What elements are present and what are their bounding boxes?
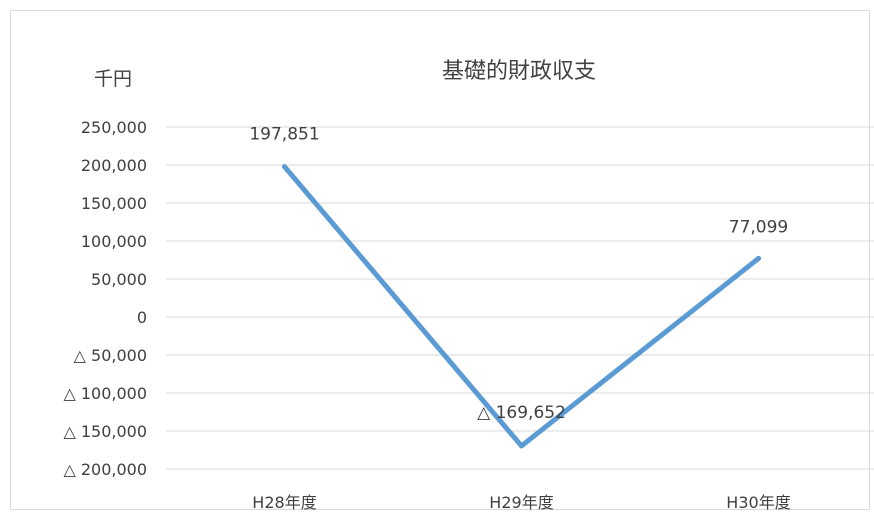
y-tick-label: △ 50,000 [74,346,147,365]
y-tick-label: 250,000 [81,118,147,137]
data-labels: 197,851 △ 169,652 77,099 [249,125,788,423]
y-tick-label: △ 100,000 [63,384,147,403]
line-chart: 基礎的財政収支 千円 250,000 200,000 150,000 100,000 5… [63,59,874,512]
data-label: △ 169,652 [477,403,566,423]
y-tick-label: 200,000 [81,156,147,175]
series-group [282,164,761,449]
chart-container: 基礎的財政収支 千円 250,000 200,000 150,000 100,000 5… [10,10,874,512]
y-tick-label: △ 150,000 [63,422,147,441]
data-point [756,255,761,261]
y-tick-label: 150,000 [81,194,147,213]
x-tick-label: H29年度 [489,493,553,512]
y-tick-label: 100,000 [81,232,147,251]
y-tick-label: 0 [137,308,147,327]
y-tick-label: △ 200,000 [63,460,147,479]
x-axis-ticks: H28年度 H29年度 H30年度 [252,493,790,512]
y-axis-unit-label: 千円 [94,68,132,90]
chart-title: 基礎的財政収支 [442,59,596,84]
x-tick-label: H28年度 [252,493,316,512]
y-axis-ticks: 250,000 200,000 150,000 100,000 50,000 0 △ 50,… [63,118,147,479]
data-point [282,164,287,170]
x-tick-label: H30年度 [726,493,790,512]
y-tick-label: 50,000 [91,270,147,289]
data-label: 197,851 [249,125,319,145]
data-point [519,443,524,449]
data-label: 77,099 [729,217,788,237]
